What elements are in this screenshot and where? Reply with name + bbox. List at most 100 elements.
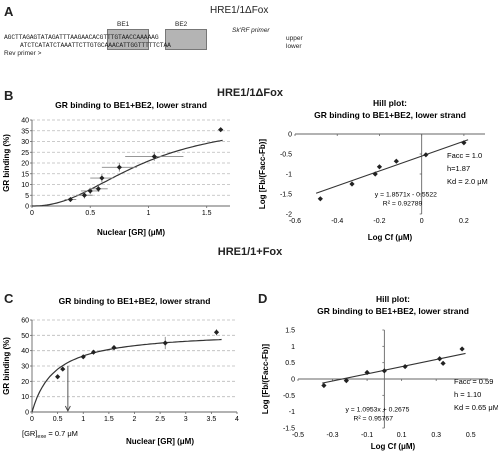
data-point bbox=[402, 363, 408, 370]
data-point bbox=[423, 152, 429, 158]
y-tick-label: 40 bbox=[21, 118, 29, 125]
data-point bbox=[349, 181, 355, 187]
x-tick-label: 2.5 bbox=[155, 416, 165, 423]
y-tick-label: 20 bbox=[21, 379, 29, 386]
bottom-primer-label: Rev primer > bbox=[4, 50, 42, 57]
y-tick-label: -1 bbox=[286, 172, 292, 179]
upper-label: upper bbox=[286, 35, 303, 42]
panel-d-letter: D bbox=[258, 291, 268, 306]
fit-r-squared: R² = 0.95767 bbox=[354, 415, 394, 422]
y-tick-label: 0 bbox=[291, 377, 295, 384]
fit-equation: y = 1.0953x + 0.2675 bbox=[346, 406, 410, 413]
data-point bbox=[393, 158, 399, 164]
fit-curve bbox=[32, 139, 223, 207]
y-tick-label: 0 bbox=[288, 132, 292, 139]
y-tick-label: 25 bbox=[21, 150, 29, 157]
fit-curve bbox=[31, 338, 222, 413]
panel-b-letter: B bbox=[4, 88, 14, 103]
data-point bbox=[87, 188, 93, 194]
x-tick-label: -0.5 bbox=[292, 432, 304, 439]
y-tick-label: 0.5 bbox=[285, 360, 295, 367]
data-point bbox=[372, 171, 378, 177]
data-point bbox=[99, 175, 105, 181]
y-tick-label: -0.5 bbox=[280, 152, 292, 159]
fit-annotation: Kd = 0.65 μM bbox=[454, 403, 498, 412]
chart-title: GR binding to BE1+BE2, lower strand bbox=[59, 296, 211, 306]
x-tick-label: -0.4 bbox=[331, 218, 343, 225]
data-point bbox=[437, 356, 443, 362]
section-title-plus-fox: HRE1/1+Fox bbox=[217, 246, 283, 258]
data-point bbox=[381, 368, 387, 374]
y-tick-label: 40 bbox=[21, 348, 29, 355]
y-tick-label: 50 bbox=[21, 333, 29, 340]
fit-equation: y = 1.8571x - 0.5522 bbox=[375, 191, 437, 198]
y-tick-label: 60 bbox=[21, 318, 29, 325]
chart-c-binding: GR binding to BE1+BE2, lower strand 0 0.5 1… bbox=[2, 296, 239, 446]
x-tick-label: 1 bbox=[81, 416, 85, 423]
y-axis-label: Log [Fb/(Facc-Fb)] bbox=[261, 344, 270, 415]
chart-title: Hill plot: bbox=[373, 98, 407, 108]
fit-annotation: h = 1.10 bbox=[454, 390, 481, 399]
data-point bbox=[218, 127, 224, 133]
y-tick-label: -1.5 bbox=[283, 426, 295, 433]
x-axis-label: Log Cf (μM) bbox=[368, 233, 413, 242]
data-point bbox=[55, 374, 61, 380]
data-point bbox=[317, 196, 323, 202]
fit-annotation: Kd = 2.0 μM bbox=[447, 177, 488, 186]
x-tick-label: 4 bbox=[235, 416, 239, 423]
chart-d-hill-plot: Hill plot: GR binding to BE1+BE2, lower s… bbox=[261, 294, 498, 451]
y-tick-label: 30 bbox=[21, 139, 29, 146]
x-tick-label: -0.1 bbox=[361, 432, 373, 439]
y-axis-label: Log [Fb/(Facc-Fb)] bbox=[258, 139, 267, 210]
x-tick-label: 1 bbox=[147, 210, 151, 217]
x-axis-label: Nuclear [GR] (μM) bbox=[97, 228, 165, 237]
panel-a-title: HRE1/1ΔFox bbox=[210, 5, 269, 16]
gr-exe-label: [GR]exe = 0.7 μM bbox=[22, 429, 78, 440]
x-tick-label: 0 bbox=[30, 210, 34, 217]
x-tick-label: 1.5 bbox=[202, 210, 212, 217]
section-title-delta-fox: HRE1/1ΔFox bbox=[217, 87, 283, 99]
y-tick-label: 5 bbox=[25, 193, 29, 200]
y-axis-label: GR binding (%) bbox=[2, 134, 11, 192]
x-tick-label: 0 bbox=[420, 218, 424, 225]
y-tick-label: 20 bbox=[21, 161, 29, 168]
be2-box bbox=[165, 29, 207, 50]
y-tick-label: -1 bbox=[289, 409, 295, 416]
x-tick-label: 0.3 bbox=[431, 432, 441, 439]
y-tick-label: 0 bbox=[25, 410, 29, 417]
data-point bbox=[213, 329, 220, 335]
y-tick-label: -1.5 bbox=[280, 192, 292, 199]
data-point bbox=[81, 192, 88, 198]
y-tick-label: -2 bbox=[286, 212, 292, 219]
be1-box bbox=[107, 29, 149, 50]
fit-line bbox=[315, 139, 469, 194]
y-tick-label: 15 bbox=[21, 171, 29, 178]
x-tick-label: -0.2 bbox=[373, 218, 385, 225]
x-tick-label: -0.6 bbox=[289, 218, 301, 225]
y-tick-label: -0.5 bbox=[283, 393, 295, 400]
top-primer-label: Sk'RF primer bbox=[232, 27, 270, 34]
data-point bbox=[162, 340, 168, 346]
data-point bbox=[376, 164, 383, 170]
chart-title: Hill plot: bbox=[376, 294, 410, 304]
chart-title: GR binding to BE1+BE2, lower strand bbox=[55, 100, 207, 110]
chart-b-binding: GR binding to BE1+BE2, lower strand 0 0.5 1… bbox=[2, 100, 230, 237]
x-tick-label: 0.5 bbox=[53, 416, 63, 423]
y-tick-label: 1.5 bbox=[285, 328, 295, 335]
y-tick-label: 1 bbox=[291, 344, 295, 351]
y-tick-label: 30 bbox=[21, 364, 29, 371]
data-point bbox=[90, 349, 97, 355]
lower-label: lower bbox=[286, 43, 302, 50]
fit-r-squared: R² = 0.92789 bbox=[383, 200, 423, 207]
x-tick-label: 0.5 bbox=[85, 210, 95, 217]
top-strand-sequence: AGCTTAGAGTATAGATTTAAGAACACGTTTGTAACCAAAA… bbox=[4, 34, 159, 41]
be1-label: BE1 bbox=[117, 21, 130, 28]
y-tick-label: 10 bbox=[21, 182, 29, 189]
fit-annotation: Facc = 0.59 bbox=[454, 377, 493, 386]
panel-c-letter: C bbox=[4, 291, 14, 306]
data-point bbox=[67, 196, 74, 203]
x-axis-label: Log Cf (μM) bbox=[371, 442, 416, 451]
x-tick-label: 1.5 bbox=[104, 416, 114, 423]
chart-subtitle: GR binding to BE1+BE2, lower strand bbox=[314, 110, 466, 120]
data-point bbox=[440, 360, 446, 366]
